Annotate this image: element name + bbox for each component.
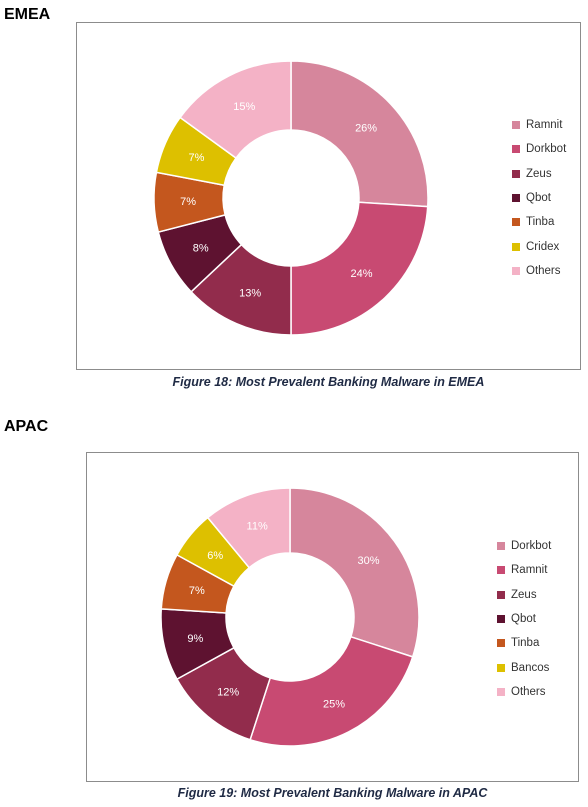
legend-label: Ramnit bbox=[511, 564, 548, 577]
slice-label-tinba: 7% bbox=[180, 196, 196, 208]
legend-item-dorkbot: Dorkbot bbox=[512, 137, 566, 161]
legend-label: Qbot bbox=[526, 192, 551, 205]
legend-item-tinba: Tinba bbox=[497, 631, 551, 655]
legend-swatch bbox=[512, 242, 520, 251]
slice-label-others: 15% bbox=[233, 101, 255, 113]
chart-frame-emea: 26% 24% 13% 8% 7% 7% 15% Ramnit Dorkbot Zeus Qbot… bbox=[76, 22, 581, 370]
section-heading-emea: EMEA bbox=[4, 6, 51, 23]
donut-chart-emea: 26% 24% 13% 8% 7% 7% 15% bbox=[153, 60, 429, 336]
legend-swatch bbox=[512, 194, 520, 203]
slice-label-zeus: 13% bbox=[239, 288, 261, 300]
legend-label: Ramnit bbox=[526, 119, 563, 132]
slice-dorkbot bbox=[290, 201, 429, 336]
section-heading-apac: APAC bbox=[4, 418, 49, 435]
legend-swatch bbox=[497, 687, 505, 696]
legend-item-bancos: Bancos bbox=[497, 655, 551, 679]
slice-label-qbot: 9% bbox=[187, 633, 203, 645]
legend-label: Others bbox=[511, 685, 546, 698]
legend-item-ramnit: Ramnit bbox=[497, 558, 551, 582]
legend-label: Tinba bbox=[511, 637, 540, 650]
legend-swatch bbox=[497, 542, 505, 551]
figure-caption-emea: Figure 18: Most Prevalent Banking Malwar… bbox=[172, 375, 485, 389]
slice-label-qbot: 8% bbox=[193, 243, 209, 255]
legend-swatch bbox=[497, 566, 505, 575]
legend-swatch bbox=[497, 590, 505, 599]
legend-item-others: Others bbox=[512, 259, 566, 283]
legend-swatch bbox=[497, 663, 505, 672]
slice-label-cridex: 7% bbox=[189, 152, 205, 164]
legend-label: Bancos bbox=[511, 661, 550, 674]
slice-others bbox=[206, 487, 291, 569]
legend-label: Zeus bbox=[526, 167, 552, 180]
legend-item-dorkbot: Dorkbot bbox=[497, 534, 551, 558]
legend-label: Zeus bbox=[511, 588, 537, 601]
slice-label-tinba: 7% bbox=[189, 585, 205, 597]
slice-dorkbot bbox=[289, 487, 420, 658]
slice-label-bancos: 6% bbox=[207, 550, 223, 562]
legend-swatch bbox=[512, 169, 520, 178]
slice-label-ramnit: 25% bbox=[323, 698, 345, 710]
donut-chart-apac: 30% 25% 12% 9% 7% 6% 11% bbox=[160, 487, 420, 747]
figure-caption-apac: Figure 19: Most Prevalent Banking Malwar… bbox=[177, 786, 488, 800]
legend-label: Dorkbot bbox=[526, 143, 567, 156]
legend-item-qbot: Qbot bbox=[497, 607, 551, 631]
slice-label-dorkbot: 30% bbox=[357, 555, 379, 567]
legend-item-zeus: Zeus bbox=[497, 583, 551, 607]
legend-swatch bbox=[512, 145, 520, 154]
slice-label-ramnit: 26% bbox=[355, 122, 377, 134]
legend-label: Others bbox=[526, 264, 561, 277]
legend-item-ramnit: Ramnit bbox=[512, 113, 566, 137]
legend-item-tinba: Tinba bbox=[512, 210, 566, 234]
legend-swatch bbox=[512, 121, 520, 130]
slice-others bbox=[179, 60, 292, 160]
slice-label-zeus: 12% bbox=[217, 687, 239, 699]
chart-legend-emea: Ramnit Dorkbot Zeus Qbot Tinba Cridex Others bbox=[512, 113, 566, 283]
legend-item-qbot: Qbot bbox=[512, 186, 566, 210]
legend-swatch bbox=[497, 615, 505, 624]
legend-item-zeus: Zeus bbox=[512, 162, 566, 186]
slice-ramnit bbox=[249, 635, 414, 747]
legend-item-cridex: Cridex bbox=[512, 234, 566, 258]
legend-label: Cridex bbox=[526, 240, 560, 253]
legend-item-others: Others bbox=[497, 680, 551, 704]
legend-label: Tinba bbox=[526, 216, 555, 229]
legend-label: Qbot bbox=[511, 613, 536, 626]
slice-ramnit bbox=[290, 60, 429, 208]
chart-legend-apac: Dorkbot Ramnit Zeus Qbot Tinba Bancos Others bbox=[497, 534, 551, 704]
legend-swatch bbox=[512, 218, 520, 227]
legend-swatch bbox=[497, 639, 505, 648]
chart-frame-apac: 30% 25% 12% 9% 7% 6% 11% Dorkbot Ramnit Zeus Qbot… bbox=[86, 452, 579, 782]
legend-label: Dorkbot bbox=[511, 540, 552, 553]
slice-label-others: 11% bbox=[247, 521, 268, 533]
legend-swatch bbox=[512, 266, 520, 275]
slice-label-dorkbot: 24% bbox=[350, 268, 372, 280]
